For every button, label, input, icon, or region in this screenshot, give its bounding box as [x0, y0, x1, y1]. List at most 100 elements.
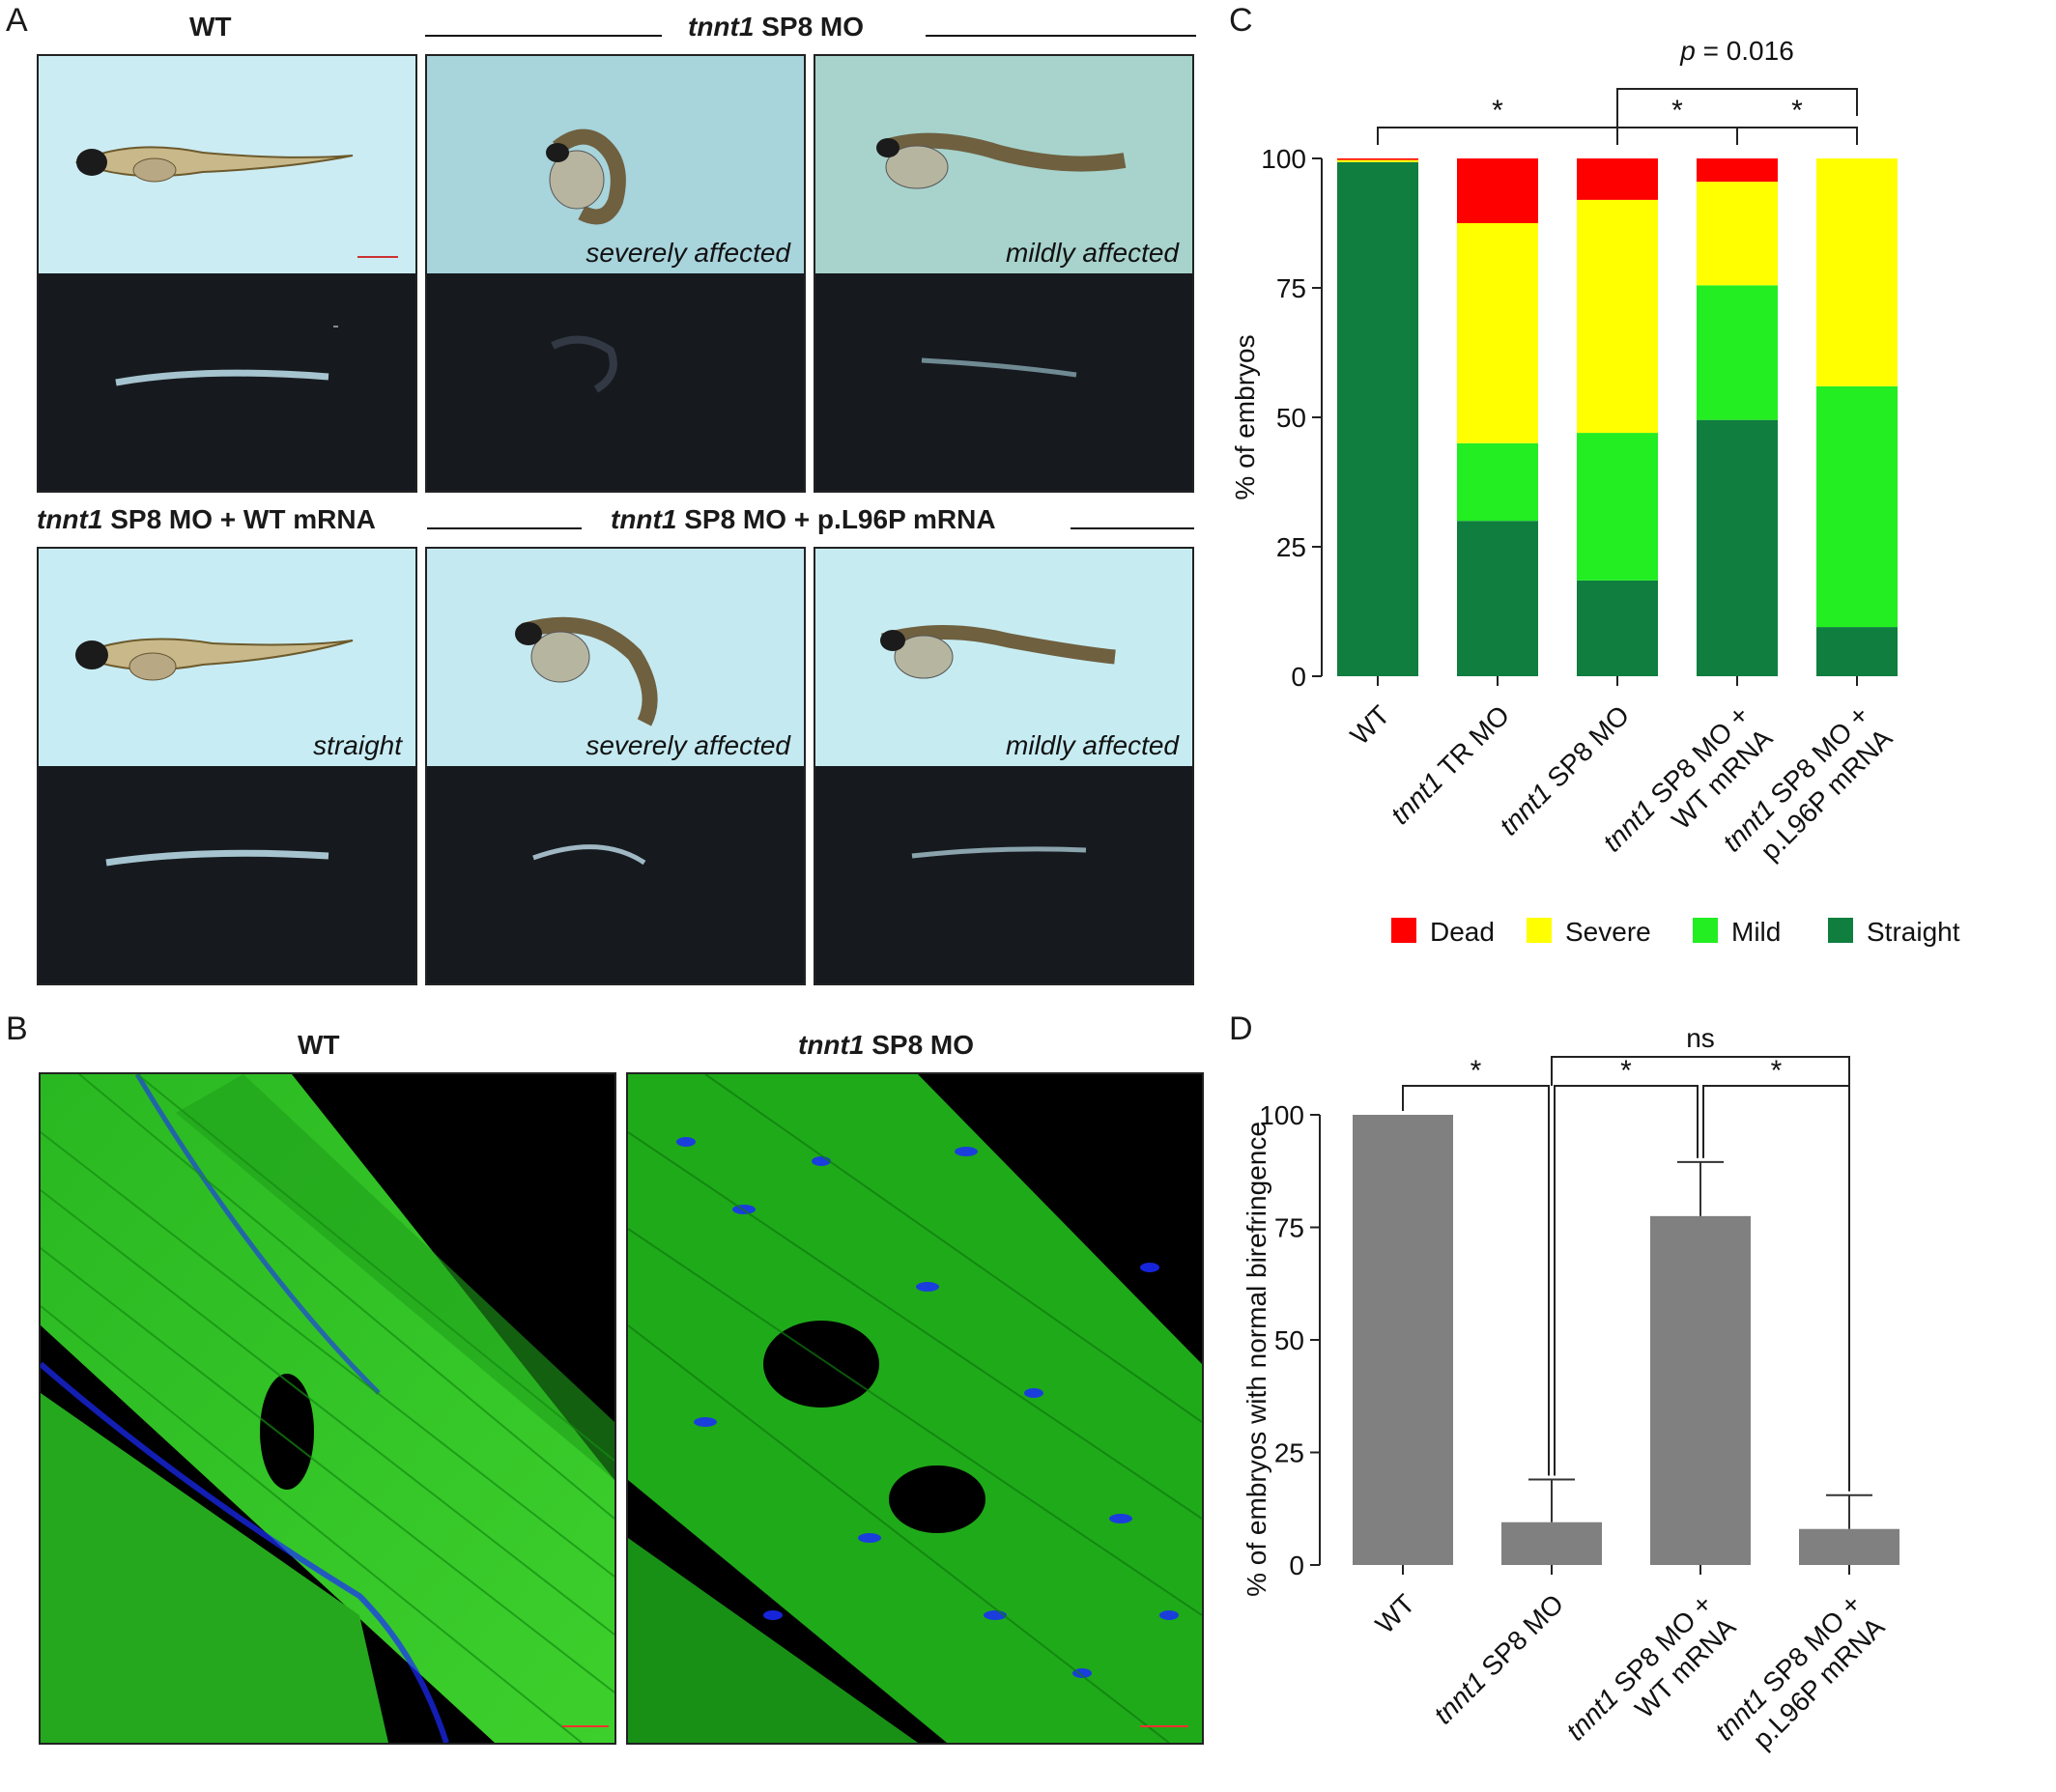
- x-tick-label-line: WT: [1345, 699, 1396, 751]
- sig-bracket-label: *: [1771, 1055, 1783, 1087]
- bar-segment-dead: [1697, 158, 1778, 183]
- y-tick-label: 75: [1274, 1213, 1304, 1243]
- label-part: SP8 MO: [1471, 1588, 1569, 1687]
- ns-bracket: [1551, 1056, 1850, 1086]
- embryo-drawing-wt: [74, 146, 398, 386]
- x-tick-label: tnnt1 SP8 MO +p.L96P mRNA: [1709, 1588, 1891, 1754]
- sig-bracket-label: *: [1471, 1055, 1482, 1087]
- title-rest: SP8 MO: [864, 1030, 975, 1060]
- y-axis-title: % of embryos: [1230, 334, 1260, 499]
- panel-a-mo-title: tnnt1 SP8 MO: [688, 12, 864, 43]
- y-tick-label: 25: [1276, 532, 1306, 562]
- y-tick-label: 0: [1289, 1550, 1304, 1580]
- panel-b-wt-title: WT: [298, 1030, 340, 1060]
- ns-label: ns: [1686, 1023, 1715, 1053]
- label-part: SP8 MO: [1536, 699, 1635, 798]
- p-value-bracket: [1616, 88, 1858, 128]
- embryo-drawing-mo-severe: [546, 128, 626, 393]
- legend-label-severe: Severe: [1565, 917, 1651, 947]
- embryo-image-mo-mild: mildly affected: [814, 54, 1194, 493]
- sig-bracket: [1702, 1085, 1850, 1492]
- caption-mildly-affected: mildly affected: [1006, 238, 1179, 268]
- bar-segment-severe: [1816, 158, 1898, 386]
- label-part: WT: [1370, 1588, 1421, 1639]
- panel-label-a: A: [6, 2, 28, 39]
- bar-segment-straight: [1697, 419, 1778, 676]
- gene-name: tnnt1: [688, 12, 755, 42]
- x-tick-label-line: tnnt1 TR MO: [1385, 699, 1515, 830]
- embryo-image-wt: [37, 54, 417, 493]
- embryo-drawing-mo-mild: [876, 132, 1127, 378]
- bar-segment-dead: [1577, 158, 1658, 200]
- sig-bracket: [1402, 1085, 1550, 1476]
- bar: [1501, 1522, 1602, 1565]
- x-tick-label-line: WT: [1370, 1588, 1421, 1639]
- panel-label-b: B: [6, 1010, 28, 1047]
- x-tick-label-line: tnnt1 SP8 MO: [1428, 1588, 1569, 1729]
- panel-a-row2-rule-left: [427, 527, 582, 529]
- caption-severely-affected-2: severely affected: [585, 730, 790, 760]
- bar-segment-mild: [1457, 442, 1538, 522]
- x-tick-label: WT: [1345, 699, 1396, 751]
- panel-b-mo-title: tnnt1 SP8 MO: [798, 1030, 974, 1061]
- y-tick-label: 25: [1274, 1438, 1304, 1468]
- bar-segment-severe: [1457, 223, 1538, 443]
- bar-segment-severe: [1577, 199, 1658, 434]
- muscle-fibers-wt: [41, 1074, 614, 1743]
- embryo-image-mut-rescue-severe: severely affected: [425, 547, 806, 985]
- panel-a-mut-rescue-title: tnnt1 SP8 MO + p.L96P mRNA: [611, 504, 996, 535]
- panel-label-c: C: [1229, 2, 1253, 39]
- sig-bracket: [1377, 127, 1618, 145]
- panel-a-title-rule-left: [425, 35, 662, 37]
- legend-swatch-straight: [1828, 918, 1853, 943]
- bar: [1799, 1528, 1899, 1565]
- caption-straight: straight: [313, 730, 402, 760]
- y-tick-label: 0: [1291, 662, 1306, 692]
- legend-label-straight: Straight: [1867, 917, 1960, 947]
- y-tick-label: 100: [1261, 144, 1306, 174]
- gene-name: tnnt1: [611, 504, 677, 534]
- panel-a-title-rule-right: [926, 35, 1196, 37]
- bar-segment-straight: [1816, 627, 1898, 676]
- gene-name: tnnt1: [37, 504, 103, 534]
- p-value-label: p = 0.016: [1679, 36, 1794, 66]
- bar-segment-dead: [1457, 158, 1538, 223]
- legend-swatch-mild: [1693, 918, 1718, 943]
- x-tick-label: tnnt1 SP8 MO: [1428, 1588, 1569, 1729]
- embryo-image-mo-severe: severely affected: [425, 54, 806, 493]
- embryo-image-mut-rescue-mild: mildly affected: [814, 547, 1194, 985]
- bar-segment-dead: [1337, 158, 1418, 160]
- title-rest: SP8 MO + p.L96P mRNA: [676, 504, 996, 534]
- muscle-fibers-mo: [628, 1074, 1202, 1743]
- label-part: WT: [1345, 699, 1396, 751]
- bar: [1353, 1115, 1453, 1565]
- bar-segment-mild: [1816, 385, 1898, 628]
- sig-bracket-label: *: [1791, 95, 1803, 127]
- legend-label-dead: Dead: [1430, 917, 1495, 947]
- sig-bracket-label: *: [1620, 1055, 1632, 1087]
- title-rest: SP8 MO: [754, 12, 865, 42]
- bar-segment-straight: [1457, 521, 1538, 676]
- legend-swatch-dead: [1391, 918, 1416, 943]
- label-part: = 0.016: [1696, 36, 1794, 66]
- sig-bracket: [1616, 127, 1738, 145]
- sig-bracket: [1554, 1085, 1699, 1476]
- panel-a-row2-rule-right: [1071, 527, 1194, 529]
- title-rest: SP8 MO + WT mRNA: [102, 504, 376, 534]
- caption-mildly-affected-2: mildly affected: [1006, 730, 1179, 760]
- bar-segment-straight: [1337, 161, 1418, 676]
- embryo-drawing-mut-rescue-mild: [880, 625, 1116, 859]
- bar-segment-severe: [1337, 159, 1418, 162]
- bar-segment-mild: [1697, 285, 1778, 420]
- embryo-drawing-wt-rescue: [74, 638, 354, 867]
- y-tick-label: 50: [1274, 1325, 1304, 1355]
- caption-severely-affected: severely affected: [585, 238, 790, 268]
- panel-label-d: D: [1229, 1010, 1253, 1047]
- bar-segment-severe: [1697, 182, 1778, 286]
- confocal-image-wt: [39, 1072, 616, 1745]
- sig-bracket-label: *: [1671, 95, 1683, 127]
- label-part: p: [1679, 36, 1696, 66]
- sig-bracket-label: *: [1492, 95, 1503, 127]
- y-tick-label: 100: [1259, 1100, 1304, 1130]
